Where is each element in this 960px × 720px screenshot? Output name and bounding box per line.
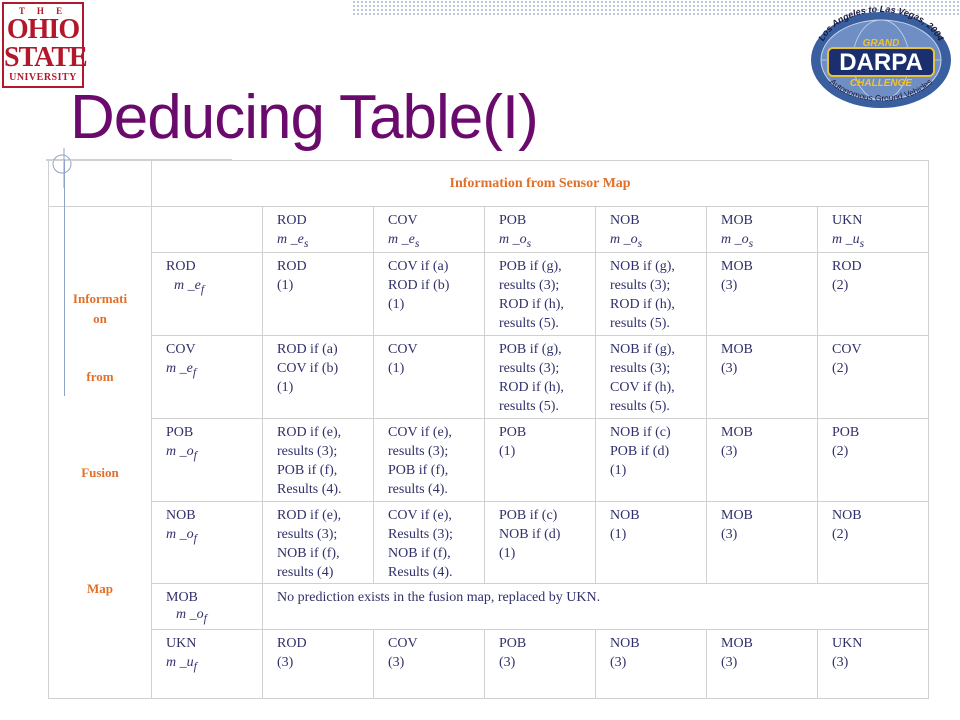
table-cell: ROD if (e), results (3); NOB if (f), res… bbox=[262, 500, 374, 584]
table-cell: UKN (3) bbox=[816, 628, 930, 699]
column-header: ROD m _es bbox=[262, 206, 374, 253]
row-symbol: m _of bbox=[176, 606, 207, 625]
row-label: UKN bbox=[166, 635, 197, 651]
table-cell: POB (1) bbox=[484, 417, 596, 502]
table-cell: NOB if (g), results (3); COV if (h), res… bbox=[595, 334, 707, 419]
table-row: POB m _of ROD if (e), results (3); POB if… bbox=[49, 417, 930, 502]
table-row: ROD m _ef ROD (1) COV if (a) ROD if (b) (… bbox=[49, 251, 930, 336]
column-label: ROD bbox=[277, 213, 307, 228]
table-cell: COV (1) bbox=[373, 334, 485, 419]
row-label: ROD bbox=[166, 258, 196, 274]
column-label: MOB bbox=[721, 213, 753, 228]
column-header: NOB m _os bbox=[595, 206, 707, 253]
logo-challenge: CHALLENGE bbox=[850, 78, 913, 89]
table-row: COV m _ef ROD if (a) COV if (b) (1) COV (… bbox=[49, 334, 930, 419]
logo-darpa: DARPA bbox=[839, 49, 923, 76]
slide-title: Deducing Table(I) bbox=[70, 83, 539, 152]
table-cell: ROD if (a) COV if (b) (1) bbox=[262, 334, 374, 419]
table-cell: NOB if (c) POB if (d) (1) bbox=[595, 417, 707, 502]
side-word: Fusion bbox=[81, 465, 119, 480]
logo-grand: GRAND bbox=[863, 38, 900, 49]
column-header: POB m _os bbox=[484, 206, 596, 253]
side-word: Map bbox=[87, 581, 113, 596]
column-symbol: m _os bbox=[610, 232, 643, 250]
row-header: ROD m _ef bbox=[151, 251, 263, 336]
logo-the: T H E bbox=[18, 6, 68, 16]
side-word: on bbox=[93, 311, 107, 326]
frame-left-line bbox=[64, 160, 65, 396]
deducing-table: Information from Sensor Map Informati on… bbox=[48, 160, 930, 699]
table-cell: ROD (3) bbox=[262, 628, 374, 699]
column-symbol: m _os bbox=[499, 232, 532, 250]
darpa-grand-challenge-logo: Los Angeles to Las Vegas, 2004 DARPA GRA… bbox=[811, 4, 951, 108]
column-header: MOB m _os bbox=[706, 206, 818, 253]
row-label: COV bbox=[166, 341, 196, 357]
top-dotted-band bbox=[352, 0, 960, 16]
table-cell: NOB (1) bbox=[595, 500, 707, 584]
header-blank-cell bbox=[151, 206, 263, 253]
row-symbol: m _ef bbox=[174, 277, 205, 296]
table-cell: NOB (2) bbox=[816, 500, 930, 584]
table-row: UKN m _uf ROD (3) COV (3) POB (3) NOB (3)… bbox=[49, 628, 930, 699]
row-label: NOB bbox=[166, 507, 196, 523]
row-symbol: m _of bbox=[166, 526, 197, 545]
side-word: Informati bbox=[72, 291, 128, 306]
table-cell: MOB (3) bbox=[706, 334, 818, 419]
table-cell: MOB (3) bbox=[706, 500, 818, 584]
table-cell: POB if (c) NOB if (d) (1) bbox=[484, 500, 596, 584]
logo-ohio: OHIO bbox=[6, 14, 80, 45]
column-symbol: m _us bbox=[832, 232, 865, 250]
row-label: POB bbox=[166, 424, 194, 440]
table-cell: MOB (3) bbox=[706, 628, 818, 699]
table-cell: ROD (1) bbox=[262, 251, 374, 336]
row-header: POB m _of bbox=[151, 417, 263, 502]
side-word: from bbox=[86, 369, 114, 384]
table-cell: POB (2) bbox=[816, 417, 930, 502]
column-label: NOB bbox=[610, 213, 640, 228]
column-label: POB bbox=[499, 213, 527, 228]
mob-row-note: No prediction exists in the fusion map, … bbox=[261, 582, 930, 630]
column-label: UKN bbox=[832, 213, 863, 228]
row-header: MOB m _of bbox=[151, 582, 263, 630]
table-cell: MOB (3) bbox=[706, 251, 818, 336]
table-cell: COV (2) bbox=[816, 334, 930, 419]
row-symbol: m _of bbox=[166, 443, 197, 462]
table-cell: ROD if (e), results (3); POB if (f), Res… bbox=[262, 417, 374, 502]
sensor-map-header: Information from Sensor Map bbox=[150, 160, 930, 207]
table-cell: COV if (e), Results (3); NOB if (f), Res… bbox=[373, 500, 485, 584]
column-label: COV bbox=[388, 213, 418, 228]
table-cell: NOB (3) bbox=[595, 628, 707, 699]
table-cell: NOB if (g), results (3); ROD if (h), res… bbox=[595, 251, 707, 336]
table-cell: POB if (g), results (3); ROD if (h), res… bbox=[484, 251, 596, 336]
corner-cell bbox=[48, 160, 152, 207]
table-cell: COV if (a) ROD if (b) (1) bbox=[373, 251, 485, 336]
row-header: UKN m _uf bbox=[151, 628, 263, 699]
table-row: MOB m _of No prediction exists in the fus… bbox=[49, 582, 930, 630]
table-cell: ROD (2) bbox=[816, 251, 930, 336]
ohio-state-logo: T H E OHIO STATE UNIVERSITY bbox=[2, 2, 88, 88]
column-symbol: m _es bbox=[388, 232, 420, 250]
column-symbol: m _os bbox=[721, 232, 754, 250]
column-header: UKN m _us bbox=[816, 206, 930, 253]
column-symbol: m _es bbox=[277, 232, 309, 250]
table-cell: POB (3) bbox=[484, 628, 596, 699]
fusion-map-side-label: Informati on from Fusion Map bbox=[48, 206, 152, 699]
table-cell: POB if (g), results (3); ROD if (h), res… bbox=[484, 334, 596, 419]
row-symbol: m _uf bbox=[166, 654, 197, 673]
logo-state: STATE bbox=[4, 42, 88, 73]
row-header: NOB m _of bbox=[151, 500, 263, 584]
row-symbol: m _ef bbox=[166, 360, 197, 379]
logo-university: UNIVERSITY bbox=[9, 72, 77, 83]
table-cell: COV (3) bbox=[373, 628, 485, 699]
row-label: MOB bbox=[166, 589, 198, 605]
table-cell: COV if (e), results (3); POB if (f), res… bbox=[373, 417, 485, 502]
row-header: COV m _ef bbox=[151, 334, 263, 419]
table-cell: MOB (3) bbox=[706, 417, 818, 502]
column-header: COV m _es bbox=[373, 206, 485, 253]
table-row: NOB m _of ROD if (e), results (3); NOB if… bbox=[49, 500, 930, 584]
